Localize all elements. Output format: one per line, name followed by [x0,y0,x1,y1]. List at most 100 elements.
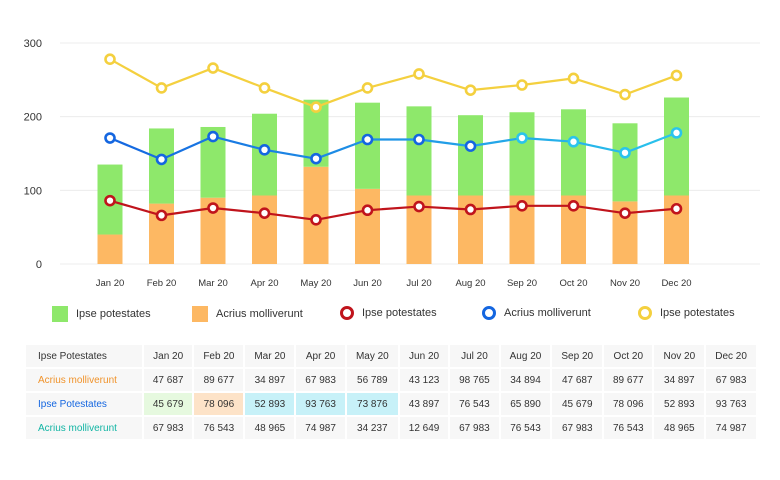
y-tick-label: 300 [24,38,42,50]
row-label: Acrius molliverunt [26,369,142,391]
bar-segment-green [664,97,689,196]
table-cell: 48 965 [245,417,295,439]
table-cell: 52 893 [654,393,705,415]
line-point [619,88,631,101]
column-header: Aug 20 [500,345,551,367]
legend-label: Ipse potestates [76,308,151,320]
legend-swatch-orange [192,306,208,322]
column-header: Oct 20 [604,345,653,367]
table-cell: 78 096 [604,393,653,415]
legend-item-red-line[interactable]: Ipse potestates [340,306,437,320]
table-cell: 73 876 [346,393,398,415]
x-tick-label: Sep 20 [507,278,537,289]
legend-label: Acrius molliverunt [216,308,303,320]
table-cell: 89 677 [194,369,244,391]
line-point [670,69,683,82]
column-header: Feb 20 [194,345,244,367]
x-tick-label: Oct 20 [560,278,588,289]
line-point [413,133,425,146]
legend-marker-red [340,306,354,320]
line-point [258,207,271,219]
legend-marker-blue [482,306,496,320]
table-corner-header: Ipse Potestates [26,345,142,367]
line-point [207,130,219,143]
line-point [104,53,116,66]
table-row: Ipse Potestates 45 679 78 096 52 893 93 763 7… [26,393,756,415]
line-point [361,133,374,146]
bar-segment-green [406,106,432,196]
line-point [310,101,322,113]
table-cell: 65 890 [500,393,551,415]
line-point [361,82,374,94]
line-point [258,144,271,156]
x-tick-label: Nov 20 [610,278,640,289]
bar-segment-green [355,102,380,189]
line-point [619,207,631,219]
y-tick-label: 100 [24,185,42,197]
table-cell: 76 543 [500,417,551,439]
table-cell: 98 765 [450,369,499,391]
legend-item-yellow-line[interactable]: Ipse potestates [638,306,735,320]
column-header: Mar 20 [245,345,295,367]
table-cell: 43 897 [399,393,449,415]
series-line [109,58,677,109]
table-cell: 76 543 [450,393,499,415]
table-cell: 12 649 [399,417,449,439]
bar-segment-orange [355,188,380,264]
x-tick-label: Aug 20 [455,278,485,289]
table-row: Acrius molliverunt 67 983 76 543 48 965 74 9… [26,417,756,439]
column-header: Apr 20 [296,345,345,367]
table-cell: 93 763 [706,393,756,415]
line-point [207,62,219,74]
legend-swatch-green [52,306,68,322]
table-cell: 52 893 [245,393,295,415]
legend-label: Ipse potestates [660,307,735,319]
table-cell: 43 123 [399,369,449,391]
data-table: Ipse Potestates Jan 20 Feb 20 Mar 20 Apr… [24,343,758,441]
legend-item-orange-bars[interactable]: Acrius molliverunt [192,306,303,322]
line-point [310,214,322,226]
column-header: Jul 20 [450,345,499,367]
line-point [670,202,683,215]
line-point [619,146,631,159]
line-point [516,200,528,212]
column-header: Dec 20 [706,345,756,367]
x-tick-label: Feb 20 [147,278,177,289]
table-cell: 34 237 [346,417,398,439]
row-label: Acrius molliverunt [26,417,142,439]
line-point [464,140,477,152]
x-tick-label: Dec 20 [661,278,691,289]
line-point [567,135,580,148]
table-cell: 93 763 [296,393,345,415]
line-point [670,127,683,139]
column-header: Jan 20 [144,345,193,367]
bar-segment-green [612,123,638,202]
x-tick-label: Jan 20 [96,278,125,289]
line-point [207,202,219,214]
x-tick-label: Jul 20 [406,278,431,289]
table-cell: 47 687 [552,369,603,391]
line-point [413,68,425,80]
table-row: Acrius molliverunt 47 687 89 677 34 897 67 9… [26,369,756,391]
table-cell: 74 987 [296,417,345,439]
table-cell: 67 983 [296,369,345,391]
column-header: Sep 20 [552,345,603,367]
line-point [310,152,322,165]
line-point [516,79,528,91]
legend-item-green-bars[interactable]: Ipse potestates [52,306,151,322]
x-tick-label: May 20 [300,278,331,289]
table-cell: 78 096 [194,393,244,415]
x-tick-label: Apr 20 [251,278,279,289]
table-cell: 47 687 [144,369,193,391]
column-header: May 20 [346,345,398,367]
table-cell: 34 894 [500,369,551,391]
line-point [413,200,425,213]
legend-item-blue-line[interactable]: Acrius molliverunt [482,306,591,320]
table-cell: 48 965 [654,417,705,439]
table-cell: 67 983 [144,417,193,439]
table-cell: 67 983 [706,369,756,391]
series-line [109,131,677,161]
line-point [104,194,116,207]
line-point [567,200,580,212]
table-cell: 67 983 [552,417,603,439]
